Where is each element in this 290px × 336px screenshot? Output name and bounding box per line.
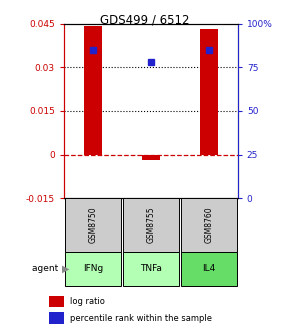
Text: agent: agent	[32, 264, 61, 273]
Text: GSM8755: GSM8755	[146, 207, 155, 244]
Bar	[49, 296, 64, 307]
Bar	[84, 27, 102, 155]
Bar	[49, 312, 64, 324]
Text: GSM8750: GSM8750	[88, 207, 97, 244]
Text: IFNg: IFNg	[83, 264, 103, 273]
Text: percentile rank within the sample: percentile rank within the sample	[70, 314, 212, 323]
Text: GDS499 / 6512: GDS499 / 6512	[100, 13, 190, 27]
Bar	[123, 252, 179, 286]
Text: TNFa: TNFa	[140, 264, 162, 273]
Bar	[65, 252, 121, 286]
Bar	[181, 252, 237, 286]
Text: GSM8760: GSM8760	[204, 207, 213, 244]
Text: log ratio: log ratio	[70, 297, 104, 306]
Text: ▶: ▶	[62, 264, 70, 274]
Bar	[65, 198, 121, 252]
Bar	[200, 29, 218, 155]
Bar	[123, 198, 179, 252]
Bar	[142, 155, 160, 160]
Text: IL4: IL4	[202, 264, 215, 273]
Bar	[181, 198, 237, 252]
